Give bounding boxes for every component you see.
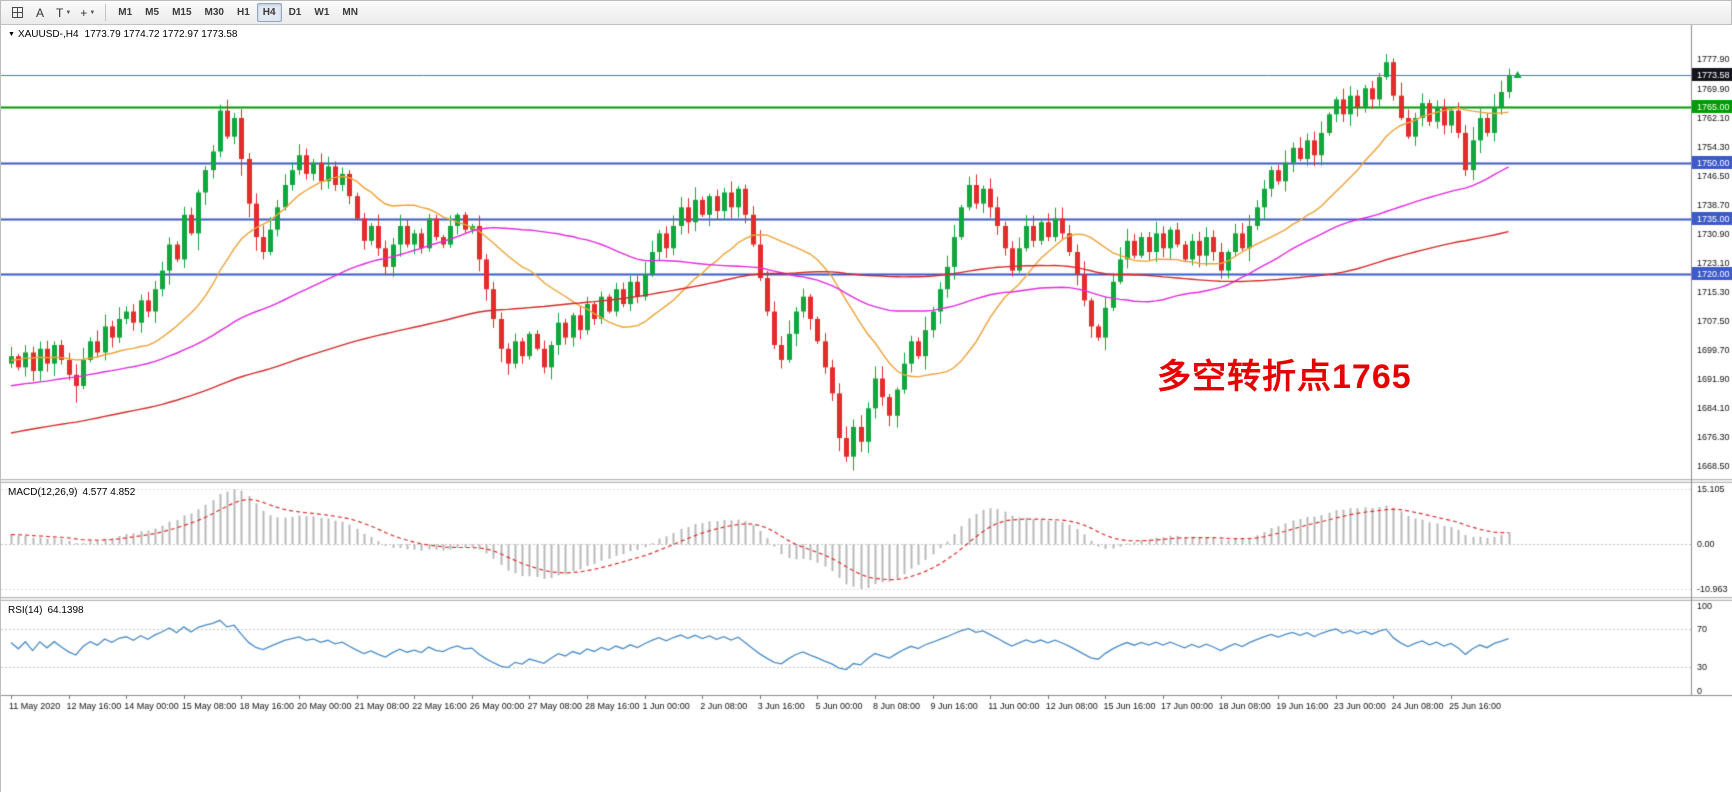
grid-icon	[11, 7, 23, 18]
new-chart-button[interactable]	[6, 3, 28, 23]
crosshair-icon: +	[80, 5, 88, 20]
text-tool-button[interactable]: A	[29, 3, 51, 23]
timeframe-d1-button[interactable]: D1	[288, 7, 302, 18]
timeframe-mn-button[interactable]: MN	[342, 7, 358, 18]
toolbar-separator	[105, 4, 107, 21]
text-tool-label: A	[35, 5, 44, 20]
crosshair-tool-button[interactable]: + ▼	[76, 3, 99, 23]
timeframe-m30-button[interactable]: M30	[204, 7, 224, 18]
chevron-down-icon: ▼	[89, 9, 96, 16]
timeframe-h1-button[interactable]: H1	[236, 7, 250, 18]
timeframe-m15-button[interactable]: M15	[172, 7, 192, 18]
candlestick-chart[interactable]	[1, 25, 1732, 792]
shapes-tool-button[interactable]: T ▼	[52, 3, 75, 23]
timeframe-m5-button[interactable]: M5	[145, 7, 160, 18]
chevron-down-icon: ▼	[65, 9, 72, 16]
timeframe-m1-button[interactable]: M1	[118, 7, 133, 18]
timeframe-w1-button[interactable]: W1	[314, 7, 330, 18]
top-toolbar: A T ▼ + ▼ M1 M5 M15 M30 H1 H4 D1 W1 MN	[1, 1, 1731, 25]
timeframe-h4-button[interactable]: H4	[256, 3, 282, 22]
shapes-tool-label: T	[56, 5, 64, 20]
